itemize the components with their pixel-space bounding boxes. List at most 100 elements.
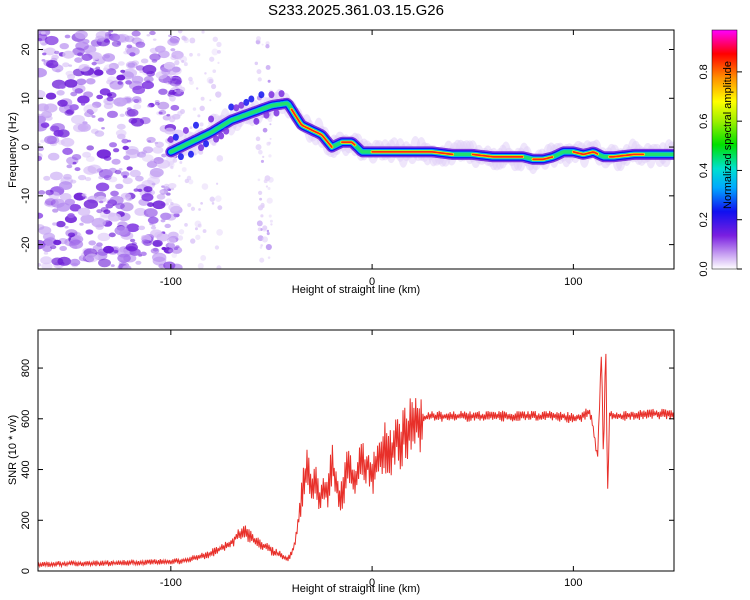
spectrogram-noise-blob (72, 161, 77, 165)
spectrogram-echo-blob (248, 95, 255, 103)
spectrogram-noise-blob (52, 208, 59, 213)
spectrogram-noise-blob (79, 222, 84, 226)
spectrogram-noise-blob (212, 36, 218, 42)
spectrogram-noise-blob (154, 102, 160, 106)
spectrogram-noise-blob (98, 175, 104, 180)
spectrogram-noise-blob (181, 59, 185, 63)
spectrogram-noise-blob (85, 78, 96, 85)
spectrogram-noise-blob (180, 55, 188, 63)
spectrogram-noise-blob (255, 136, 261, 142)
spectrogram-noise-blob (202, 229, 207, 233)
snr-frame (37, 329, 675, 572)
spectrogram-noise-blob (169, 78, 182, 87)
spectrogram-noise-blob (166, 237, 177, 244)
spectrogram-echo-blob (268, 91, 275, 99)
spectrogram-noise-blob (265, 243, 272, 251)
spectrogram-noise-blob (254, 61, 259, 66)
spectrogram-noise-blob (122, 175, 128, 179)
spectrogram-noise-blob (85, 229, 94, 235)
spectrogram-noise-blob (141, 81, 154, 90)
spectrogram-noise-blob (44, 35, 59, 46)
spectrogram-noise-blob (168, 241, 175, 249)
spectrogram-noise-blob (138, 225, 146, 231)
spectrogram-noise-blob (80, 214, 95, 224)
spectrogram-noise-blob (66, 164, 73, 169)
spectrogram-noise-blob (117, 253, 131, 263)
spectrogram-noise-blob (114, 34, 127, 43)
spectrogram-noise-blob (168, 182, 177, 189)
spectrogram-noise-blob (141, 193, 154, 202)
spectrogram-noise-blob (108, 62, 119, 70)
spectrogram-noise-blob (99, 200, 104, 204)
spectrogram-noise-blob (256, 69, 262, 75)
spectrogram-noise-blob (109, 142, 118, 148)
spectrogram-echo-blob (278, 90, 285, 98)
spectrogram-noise-blob (69, 258, 81, 267)
spectrogram-noise-blob (265, 185, 269, 188)
spectrogram-noise-blob (100, 206, 109, 213)
spectrogram-noise-blob (255, 144, 262, 151)
spectrogram-noise-blob (78, 63, 91, 72)
spectrogram-noise-blob (74, 88, 84, 94)
spectrogram-x-tick-label: -100 (160, 276, 182, 288)
spectrogram-noise-blob (170, 165, 174, 170)
spectrogram-noise-blob (76, 78, 87, 86)
spectrogram-noise-blob (189, 37, 196, 44)
spectrogram-noise-blob (262, 227, 267, 232)
spectrogram-noise-blob (114, 169, 122, 175)
spectrogram-ridge-red (341, 141, 356, 146)
spectrogram-noise-blob (108, 176, 118, 183)
spectrogram-noise-blob (259, 246, 263, 249)
spectrogram-noise-blob (197, 114, 201, 118)
colorbar-tick-label: 0.2 (698, 212, 710, 227)
spectrogram-noise-blob (48, 154, 59, 161)
spectrogram-noise-blob (149, 53, 161, 61)
spectrogram-noise-blob (44, 47, 56, 56)
spectrogram-noise-blob (113, 97, 128, 107)
spectrogram-noise-blob (149, 30, 156, 36)
spectrogram-noise-blob (86, 145, 94, 151)
spectrogram-noise-blob (156, 159, 171, 169)
spectrogram-noise-blob (120, 171, 130, 177)
spectrogram-noise-blob (56, 90, 65, 96)
spectrogram-noise-blob (41, 42, 47, 46)
spectrogram-noise-blob (40, 31, 46, 35)
spectrogram-noise-blob (107, 76, 117, 83)
spectrogram-noise-blob (135, 65, 145, 71)
spectrogram-noise-blob (157, 101, 170, 110)
spectrogram-noise-blob (125, 243, 138, 252)
spectrogram-noise-blob (40, 256, 53, 265)
spectrogram-noise-blob (149, 159, 159, 166)
spectrogram-noise-blob (262, 155, 265, 158)
spectrogram-noise-blob (125, 80, 133, 85)
spectrogram-noise-blob (268, 154, 272, 158)
spectrogram-echo-blob (238, 101, 245, 109)
spectrogram-noise-blob (170, 55, 178, 61)
spectrogram-noise-blob (44, 115, 53, 121)
spectrogram-noise-blob (65, 70, 74, 77)
spectrogram-noise-blob (51, 257, 64, 266)
spectrogram-noise-blob (256, 220, 263, 227)
spectrogram-noise-blob (95, 35, 105, 42)
spectrogram-noise-blob (177, 110, 183, 117)
spectrogram-ridge-red (471, 153, 524, 158)
spectrogram-noise-blob (152, 239, 163, 247)
spectrogram-noise-blob (170, 187, 175, 191)
spectrogram-noise-blob (126, 223, 140, 233)
spectrogram-noise-blob (200, 96, 205, 101)
spectrogram-noise-blob (121, 138, 129, 144)
spectrogram-noise-blob (151, 224, 156, 227)
spectrogram-ridge-red (290, 108, 333, 148)
snr-y-tick-label: 600 (20, 410, 32, 428)
spectrogram-noise-blob (200, 201, 203, 205)
spectrogram-noise-blob (127, 62, 136, 68)
spectrogram-noise-blob (137, 188, 143, 192)
spectrogram-noise-blob (264, 175, 271, 182)
spectrogram-noise-blob (155, 71, 168, 80)
spectrogram-noise-blob (211, 202, 215, 205)
spectrogram-noise-blob (164, 127, 175, 135)
spectrogram-noise-blob (59, 181, 73, 190)
spectrogram-noise-blob (38, 224, 45, 230)
spectrogram-noise-blob (59, 193, 72, 201)
spectrogram-noise-blob (116, 42, 121, 45)
